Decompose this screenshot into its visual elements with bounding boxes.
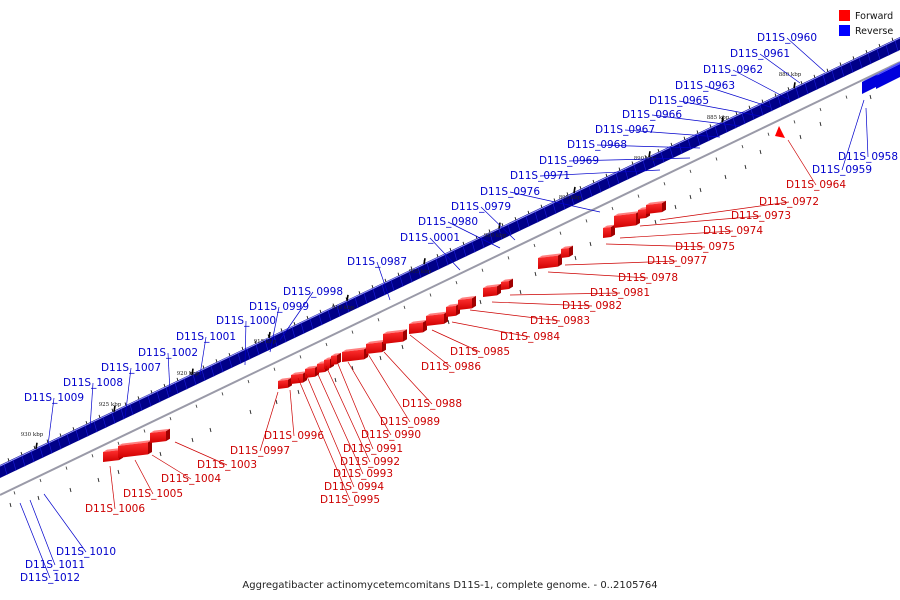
gene-label: D11S_0986 [421, 361, 481, 373]
gene-label: D11S_0984 [500, 331, 560, 343]
gene-label: D11S_0972 [759, 196, 819, 208]
reverse-gene-blocks [862, 62, 900, 94]
scale-label: 920 kbp [177, 371, 200, 377]
gene-label: D11S_1009 [24, 392, 84, 404]
gene-label: D11S_0991 [343, 443, 403, 455]
gene-label: D11S_0977 [647, 255, 707, 267]
gene-label: D11S_0999 [249, 301, 309, 313]
reverse-strand-band [0, 37, 900, 478]
gene-label: D11S_0988 [402, 398, 462, 410]
gene-label: D11S_0982 [562, 300, 622, 312]
gene-label: D11S_0964 [786, 179, 846, 191]
gene-label: D11S_0992 [340, 456, 400, 468]
gene-label: D11S_0983 [530, 315, 590, 327]
gene-label: D11S_0995 [320, 494, 380, 506]
forward-gene-blocks [103, 126, 785, 462]
scale-ticks [7, 37, 900, 495]
scale-label: 925 kbp [99, 402, 122, 408]
scale-label: 915 kbp [254, 339, 277, 345]
gene-label: D11S_1006 [85, 503, 145, 515]
gene-callouts: D11S_0960 D11S_0961 D11S_0962 D11S_0963 D11S… [19, 32, 898, 584]
scale-label: 910 kbp [332, 305, 355, 311]
legend-reverse-label: Reverse [855, 26, 893, 37]
gene-label: D11S_0978 [618, 272, 678, 284]
gene-label: D11S_1010 [56, 546, 116, 558]
scale-label: 900 kbp [484, 233, 507, 239]
gene-label: D11S_0973 [731, 210, 791, 222]
gene-label: D11S_0959 [812, 164, 872, 176]
backbone-track [0, 61, 900, 496]
gene-label: D11S_0958 [838, 151, 898, 163]
gene-label: D11S_0998 [283, 286, 343, 298]
gene-label: D11S_0994 [324, 481, 384, 493]
gene-label: D11S_0976 [480, 186, 540, 198]
gene-label: D11S_0993 [333, 468, 393, 480]
gene-label: D11S_1012 [20, 572, 80, 584]
gene-label: D11S_0996 [264, 430, 324, 442]
gene-label: D11S_0960 [757, 32, 817, 44]
gene-label: D11S_0965 [649, 95, 709, 107]
gene-label: D11S_0987 [347, 256, 407, 268]
legend: Forward Reverse [839, 10, 893, 37]
gene-label: D11S_1007 [101, 362, 161, 374]
gene-label: D11S_0966 [622, 109, 682, 121]
legend-forward-label: Forward [855, 11, 893, 22]
gene-label: D11S_1004 [161, 473, 221, 485]
gene-label: D11S_0980 [418, 216, 478, 228]
gene-label: D11S_0979 [451, 201, 511, 213]
gene-label: D11S_0967 [595, 124, 655, 136]
gene-label: D11S_0961 [730, 48, 790, 60]
gene-label: D11S_0989 [380, 416, 440, 428]
gene-label: D11S_0971 [510, 170, 570, 182]
gene-label: D11S_0990 [361, 429, 421, 441]
gene-label: D11S_0997 [230, 445, 290, 457]
gene-label: D11S_0975 [675, 241, 735, 253]
scale-label: 905 kbp [409, 269, 432, 275]
gene-label: D11S_0963 [675, 80, 735, 92]
gene-label: D11S_0962 [703, 64, 763, 76]
genome-caption: Aggregatibacter actinomycetemcomitans D1… [242, 580, 657, 591]
feature-dashes [9, 94, 872, 508]
gene-label: D11S_0969 [539, 155, 599, 167]
gene-label: D11S_1002 [138, 347, 198, 359]
gene-label: D11S_0001 [400, 232, 460, 244]
gene-label: D11S_1008 [63, 377, 123, 389]
gene-label: D11S_1000 [216, 315, 276, 327]
scale-label: 895 kbp [559, 195, 582, 201]
gene-label: D11S_0985 [450, 346, 510, 358]
gene-label: D11S_0981 [590, 287, 650, 299]
gene-label: D11S_1005 [123, 488, 183, 500]
gene-label: D11S_1011 [25, 559, 85, 571]
gene-label: D11S_1001 [176, 331, 236, 343]
scale-label: 930 kbp [21, 432, 44, 438]
gene-label: D11S_0968 [567, 139, 627, 151]
legend-forward-swatch [839, 10, 850, 21]
legend-reverse-swatch [839, 25, 850, 36]
scale-label: 885 kbp [707, 115, 730, 121]
scale-label: 880 kbp [779, 72, 802, 78]
gene-label: D11S_0974 [703, 225, 763, 237]
reverse-gene-stripes [3, 40, 899, 476]
gene-label: D11S_1003 [197, 459, 257, 471]
band-highlight [0, 37, 900, 467]
